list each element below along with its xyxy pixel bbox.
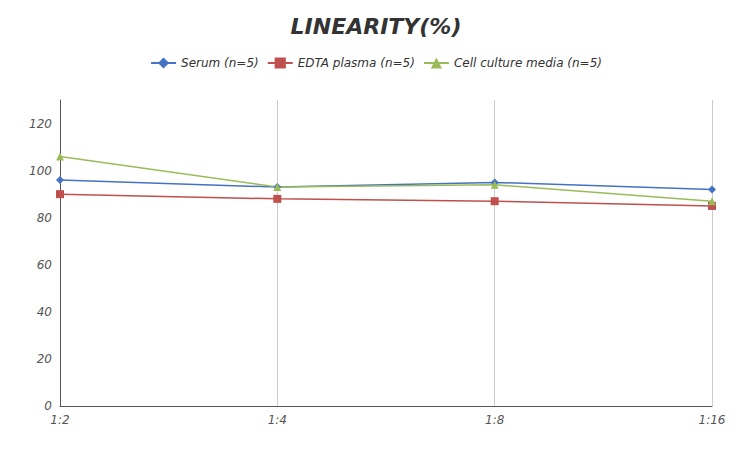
svg-text:Serum (n=5): Serum (n=5) [181,56,259,70]
svg-text:40: 40 [37,305,53,319]
svg-text:1:16: 1:16 [699,413,726,427]
svg-text:120: 120 [29,117,52,131]
svg-text:60: 60 [37,258,53,272]
svg-text:1:8: 1:8 [485,413,505,427]
svg-text:100: 100 [29,164,52,178]
svg-text:LINEARITY(%): LINEARITY(%) [291,14,462,39]
svg-text:1:4: 1:4 [268,413,287,427]
svg-text:20: 20 [37,352,53,366]
svg-text:EDTA plasma (n=5): EDTA plasma (n=5) [298,56,415,70]
svg-text:1:2: 1:2 [50,413,69,427]
svg-text:0: 0 [44,399,52,413]
svg-text:Cell culture media (n=5): Cell culture media (n=5) [454,56,602,70]
svg-text:80: 80 [37,211,53,225]
